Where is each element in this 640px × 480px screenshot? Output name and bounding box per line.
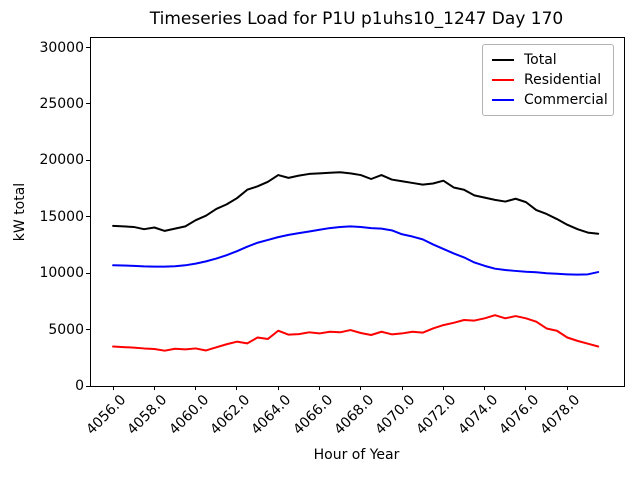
x-tick-label: 4078.0 bbox=[537, 392, 584, 438]
y-tick bbox=[86, 272, 90, 274]
x-tick bbox=[277, 386, 279, 390]
y-tick bbox=[86, 47, 90, 49]
x-tick-label: 4058.0 bbox=[124, 392, 171, 438]
x-tick-label: 4056.0 bbox=[83, 392, 130, 438]
x-tick bbox=[525, 386, 527, 390]
x-tick-label: 4064.0 bbox=[248, 392, 295, 438]
line-total bbox=[112, 171, 600, 235]
legend-item-total: Total bbox=[492, 50, 613, 70]
line-commercial bbox=[112, 225, 600, 276]
x-tick bbox=[360, 386, 362, 390]
x-tick bbox=[112, 386, 114, 390]
y-tick-label: 5000 bbox=[48, 321, 84, 338]
x-tick-label: 4068.0 bbox=[331, 392, 378, 438]
y-tick-label: 25000 bbox=[39, 95, 84, 112]
x-tick bbox=[153, 386, 155, 390]
legend: Total Residential Commercial bbox=[482, 44, 614, 116]
y-tick-label: 30000 bbox=[39, 39, 84, 56]
x-tick-label: 4074.0 bbox=[455, 392, 501, 438]
legend-label: Commercial bbox=[524, 92, 608, 108]
x-tick bbox=[442, 386, 444, 390]
y-tick bbox=[86, 385, 90, 387]
x-tick-label: 4062.0 bbox=[207, 392, 254, 438]
x-tick bbox=[319, 386, 321, 390]
y-tick bbox=[86, 329, 90, 331]
x-tick bbox=[195, 386, 197, 390]
x-tick-label: 4076.0 bbox=[496, 392, 543, 438]
x-tick-label: 4072.0 bbox=[413, 392, 460, 438]
legend-label: Residential bbox=[524, 72, 602, 88]
residential-line-swatch bbox=[492, 79, 514, 81]
y-tick bbox=[86, 216, 90, 218]
x-tick bbox=[484, 386, 486, 390]
y-tick-label: 10000 bbox=[39, 265, 84, 282]
series-lines bbox=[112, 171, 600, 352]
x-tick bbox=[566, 386, 568, 390]
x-tick-label: 4070.0 bbox=[372, 392, 419, 438]
legend-item-commercial: Commercial bbox=[492, 90, 613, 110]
line-residential bbox=[112, 314, 600, 352]
x-tick bbox=[236, 386, 238, 390]
chart-title: Timeseries Load for P1U p1uhs10_1247 Day… bbox=[149, 9, 564, 29]
y-tick-label: 0 bbox=[75, 378, 84, 394]
y-tick-label: 15000 bbox=[39, 208, 84, 225]
x-tick-label: 4066.0 bbox=[289, 392, 336, 438]
x-tick bbox=[401, 386, 403, 390]
legend-label: Total bbox=[524, 52, 557, 68]
total-line-swatch bbox=[492, 59, 514, 61]
y-tick-label: 20000 bbox=[39, 152, 84, 169]
x-axis-label: Hour of Year bbox=[313, 447, 400, 463]
commercial-line-swatch bbox=[492, 99, 514, 101]
legend-item-residential: Residential bbox=[492, 70, 613, 90]
y-tick bbox=[86, 103, 90, 105]
y-tick bbox=[86, 159, 90, 161]
x-tick-label: 4060.0 bbox=[166, 392, 212, 438]
